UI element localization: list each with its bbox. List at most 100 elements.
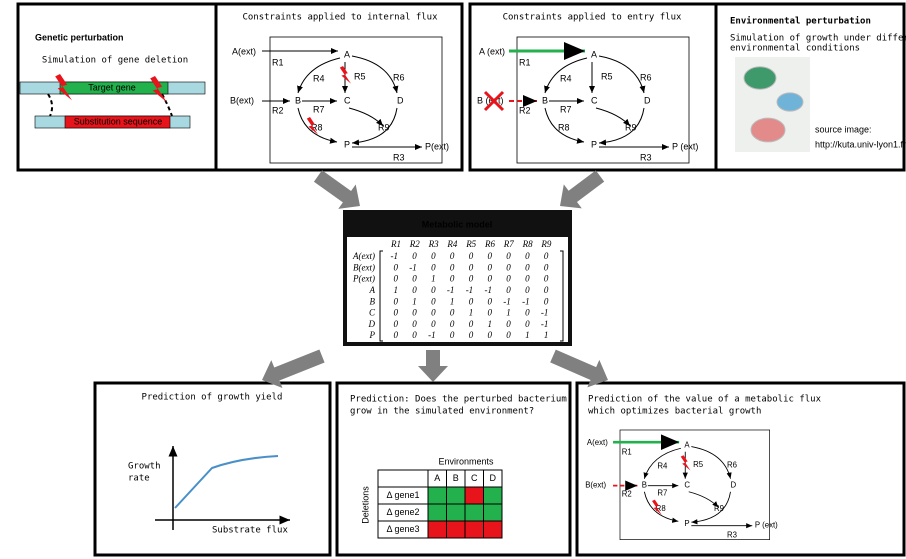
matrix-value: 0 [469, 274, 474, 284]
frame [93, 381, 332, 557]
lightning [150, 76, 167, 103]
matrix-value: 1 [431, 274, 436, 284]
matrix-value: -1 [541, 319, 549, 329]
row-label: Δ gene2 [386, 507, 419, 517]
node-label: A(ext) [587, 438, 608, 447]
reaction-label: R4 [657, 462, 668, 471]
matrix-value: 0 [506, 274, 511, 284]
node-label: P [684, 519, 689, 528]
network-box [269, 36, 443, 164]
petri-dish [743, 66, 777, 90]
lightning [652, 499, 662, 515]
frame [16, 2, 464, 172]
flux-arrow [643, 447, 681, 479]
node-label: P [344, 139, 350, 149]
node-label: C [591, 95, 598, 105]
matrix-value: 0 [525, 251, 530, 261]
reaction-label: R1 [519, 57, 531, 67]
table-header: Environments [438, 456, 494, 466]
flux-arrow [348, 107, 384, 127]
frame [575, 381, 906, 557]
matrix-value: 0 [488, 308, 493, 318]
column-label: R7 [503, 239, 514, 249]
node-label: P [591, 139, 597, 149]
node-label: D [730, 481, 736, 490]
panel-title: Genetic perturbation [35, 32, 124, 42]
column-label: D [490, 473, 497, 483]
column-label: B [453, 473, 459, 483]
matrix-value: 1 [394, 285, 399, 295]
panel-subtitle: Simulation of gene deletion [42, 56, 188, 66]
table-cell [446, 520, 466, 539]
node-label: C [344, 95, 351, 105]
matrix-value: 0 [525, 285, 530, 295]
matrix-value: 0 [412, 330, 417, 340]
row-label: P [369, 330, 376, 340]
column-label: R9 [540, 239, 551, 249]
matrix-value: 0 [450, 274, 455, 284]
node-label: C [684, 481, 690, 490]
table-cell [427, 486, 447, 505]
node-label: B(ext) [585, 481, 606, 490]
panel-title: Constraints applied to entry flux [503, 13, 682, 23]
flux-arrow [691, 446, 732, 479]
reaction-label: R8 [656, 504, 667, 513]
frame [468, 2, 906, 172]
panel-subtitle: Simulation of growth under different [730, 34, 906, 44]
network: A(ext) B(ext) P (ext) A B C D P R1 R2 R3 R4 R5 R6 R7 R8… [585, 429, 778, 540]
row-label: P(ext) [352, 274, 375, 284]
flux-arrow [595, 107, 631, 127]
matrix-value: -1 [447, 285, 455, 295]
reaction-label: R5 [693, 460, 704, 469]
flux-arrow [351, 107, 398, 146]
matrix-value: 0 [544, 296, 549, 306]
matrix-value: 0 [544, 274, 549, 284]
flow-arrow [560, 170, 605, 209]
flux-arrow [688, 491, 719, 508]
reaction-label: R3 [727, 530, 738, 539]
reaction-label: R2 [519, 105, 531, 115]
panel-title: Prediction of the value of a metabolic f… [588, 395, 822, 405]
flow-arrow [262, 349, 325, 388]
matrix-value: 0 [506, 251, 511, 261]
reaction-label: R8 [558, 122, 570, 132]
flux-arrow [691, 491, 731, 525]
node-label: B [295, 95, 301, 105]
matrix-value: 0 [469, 262, 474, 272]
node-label: A [684, 441, 690, 450]
matrix-value: 0 [544, 251, 549, 261]
gene-label: Target gene [88, 82, 136, 92]
matrix-value: 0 [394, 308, 399, 318]
flow-arrow [313, 170, 360, 209]
table-cell [446, 486, 466, 505]
matrix-value: 1 [412, 296, 417, 306]
reaction-label: R7 [657, 489, 667, 498]
matrix-value: 1 [469, 308, 474, 318]
reaction-label: R6 [727, 461, 738, 470]
panel-title: which optimizes bacterial growth [588, 407, 761, 417]
reaction-label: R1 [622, 448, 632, 457]
node-label: A [591, 49, 597, 59]
matrix-value: 0 [431, 251, 436, 261]
reaction-label: R7 [313, 104, 325, 114]
reaction-label: R2 [272, 105, 284, 115]
matrix-value: 0 [525, 274, 530, 284]
matrix-value: 0 [450, 330, 455, 340]
matrix-value: 0 [506, 319, 511, 329]
column-label: R4 [446, 239, 457, 249]
node-label: B (ext) [477, 95, 504, 105]
node-label: B [542, 95, 548, 105]
flux-arrow [297, 57, 341, 94]
row-label: B [370, 296, 376, 306]
axis-label: Substrate flux [212, 526, 288, 536]
lightning [306, 117, 318, 135]
table-cell [464, 486, 484, 505]
flux-arrow [544, 107, 585, 144]
node-label: P (ext) [672, 141, 698, 151]
node-label: B [642, 481, 647, 490]
matrix-value: -1 [522, 296, 530, 306]
matrix-value: 1 [506, 308, 511, 318]
node-label: P (ext) [755, 521, 778, 530]
matrix-value: 0 [488, 296, 493, 306]
axis-label: Growth [128, 462, 161, 472]
